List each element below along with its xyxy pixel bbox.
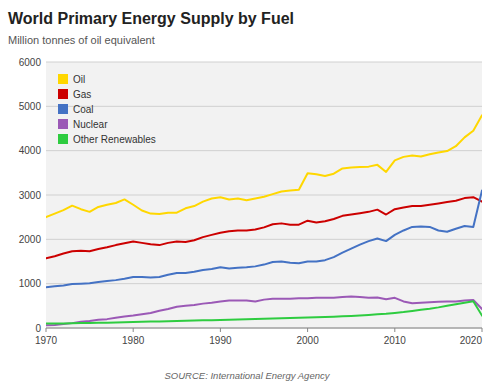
grid-line: [46, 328, 482, 329]
legend-swatch: [58, 74, 68, 84]
y-tick-label: 4000: [19, 145, 42, 156]
subtitle: Million tonnes of oil equivalent: [8, 34, 155, 46]
y-axis: 0 1000 2000 3000 4000 5000 6000: [19, 57, 482, 334]
series-line: [46, 197, 482, 258]
series-line: [46, 297, 482, 326]
series-lines: [46, 115, 482, 325]
x-tick: [46, 328, 47, 332]
legend-label: Gas: [73, 89, 91, 100]
legend: Oil Gas Coal Nuclear Other Renewables: [58, 74, 156, 145]
x-tick: [482, 328, 483, 332]
series-line: [46, 115, 482, 217]
y-tick-label: 5000: [19, 101, 42, 112]
x-tick: [133, 328, 134, 332]
y-tick-label: 3000: [19, 190, 42, 201]
chart: World Primary Energy Supply by Fuel Milli…: [0, 0, 494, 389]
y-tick-label: 6000: [19, 57, 42, 68]
legend-swatch: [58, 119, 68, 129]
source: SOURCE: International Energy Agency: [165, 370, 331, 381]
x-axis-line: [46, 328, 482, 329]
legend-swatch: [58, 134, 68, 144]
y-tick-label: 1000: [19, 278, 42, 289]
title: World Primary Energy Supply by Fuel: [8, 10, 294, 27]
grid-line: [46, 106, 482, 107]
x-tick-label: 1970: [35, 335, 58, 346]
x-tick-label: 2020: [460, 335, 483, 346]
x-tick-label: 2010: [384, 335, 407, 346]
plot-area: [46, 62, 482, 328]
x-tick: [220, 328, 221, 332]
x-tick: [394, 328, 395, 332]
legend-label: Coal: [73, 104, 94, 115]
grid-line: [46, 195, 482, 196]
grid-line: [46, 150, 482, 151]
grid-line: [46, 283, 482, 284]
x-tick-label: 2000: [296, 335, 319, 346]
x-tick: [307, 328, 308, 332]
legend-swatch: [58, 104, 68, 114]
x-tick-label: 1990: [209, 335, 232, 346]
series-line: [46, 301, 482, 323]
grid-line: [46, 239, 482, 240]
legend-swatch: [58, 89, 68, 99]
legend-label: Oil: [73, 74, 85, 85]
series-line: [46, 191, 482, 288]
legend-label: Other Renewables: [73, 134, 156, 145]
legend-label: Nuclear: [73, 119, 108, 130]
y-tick-label: 0: [35, 323, 41, 334]
y-tick-label: 2000: [19, 234, 42, 245]
x-tick-label: 1980: [122, 335, 145, 346]
x-axis: 1970 1980 1990 2000 2010 2020: [35, 328, 483, 346]
grid-line: [46, 62, 482, 63]
